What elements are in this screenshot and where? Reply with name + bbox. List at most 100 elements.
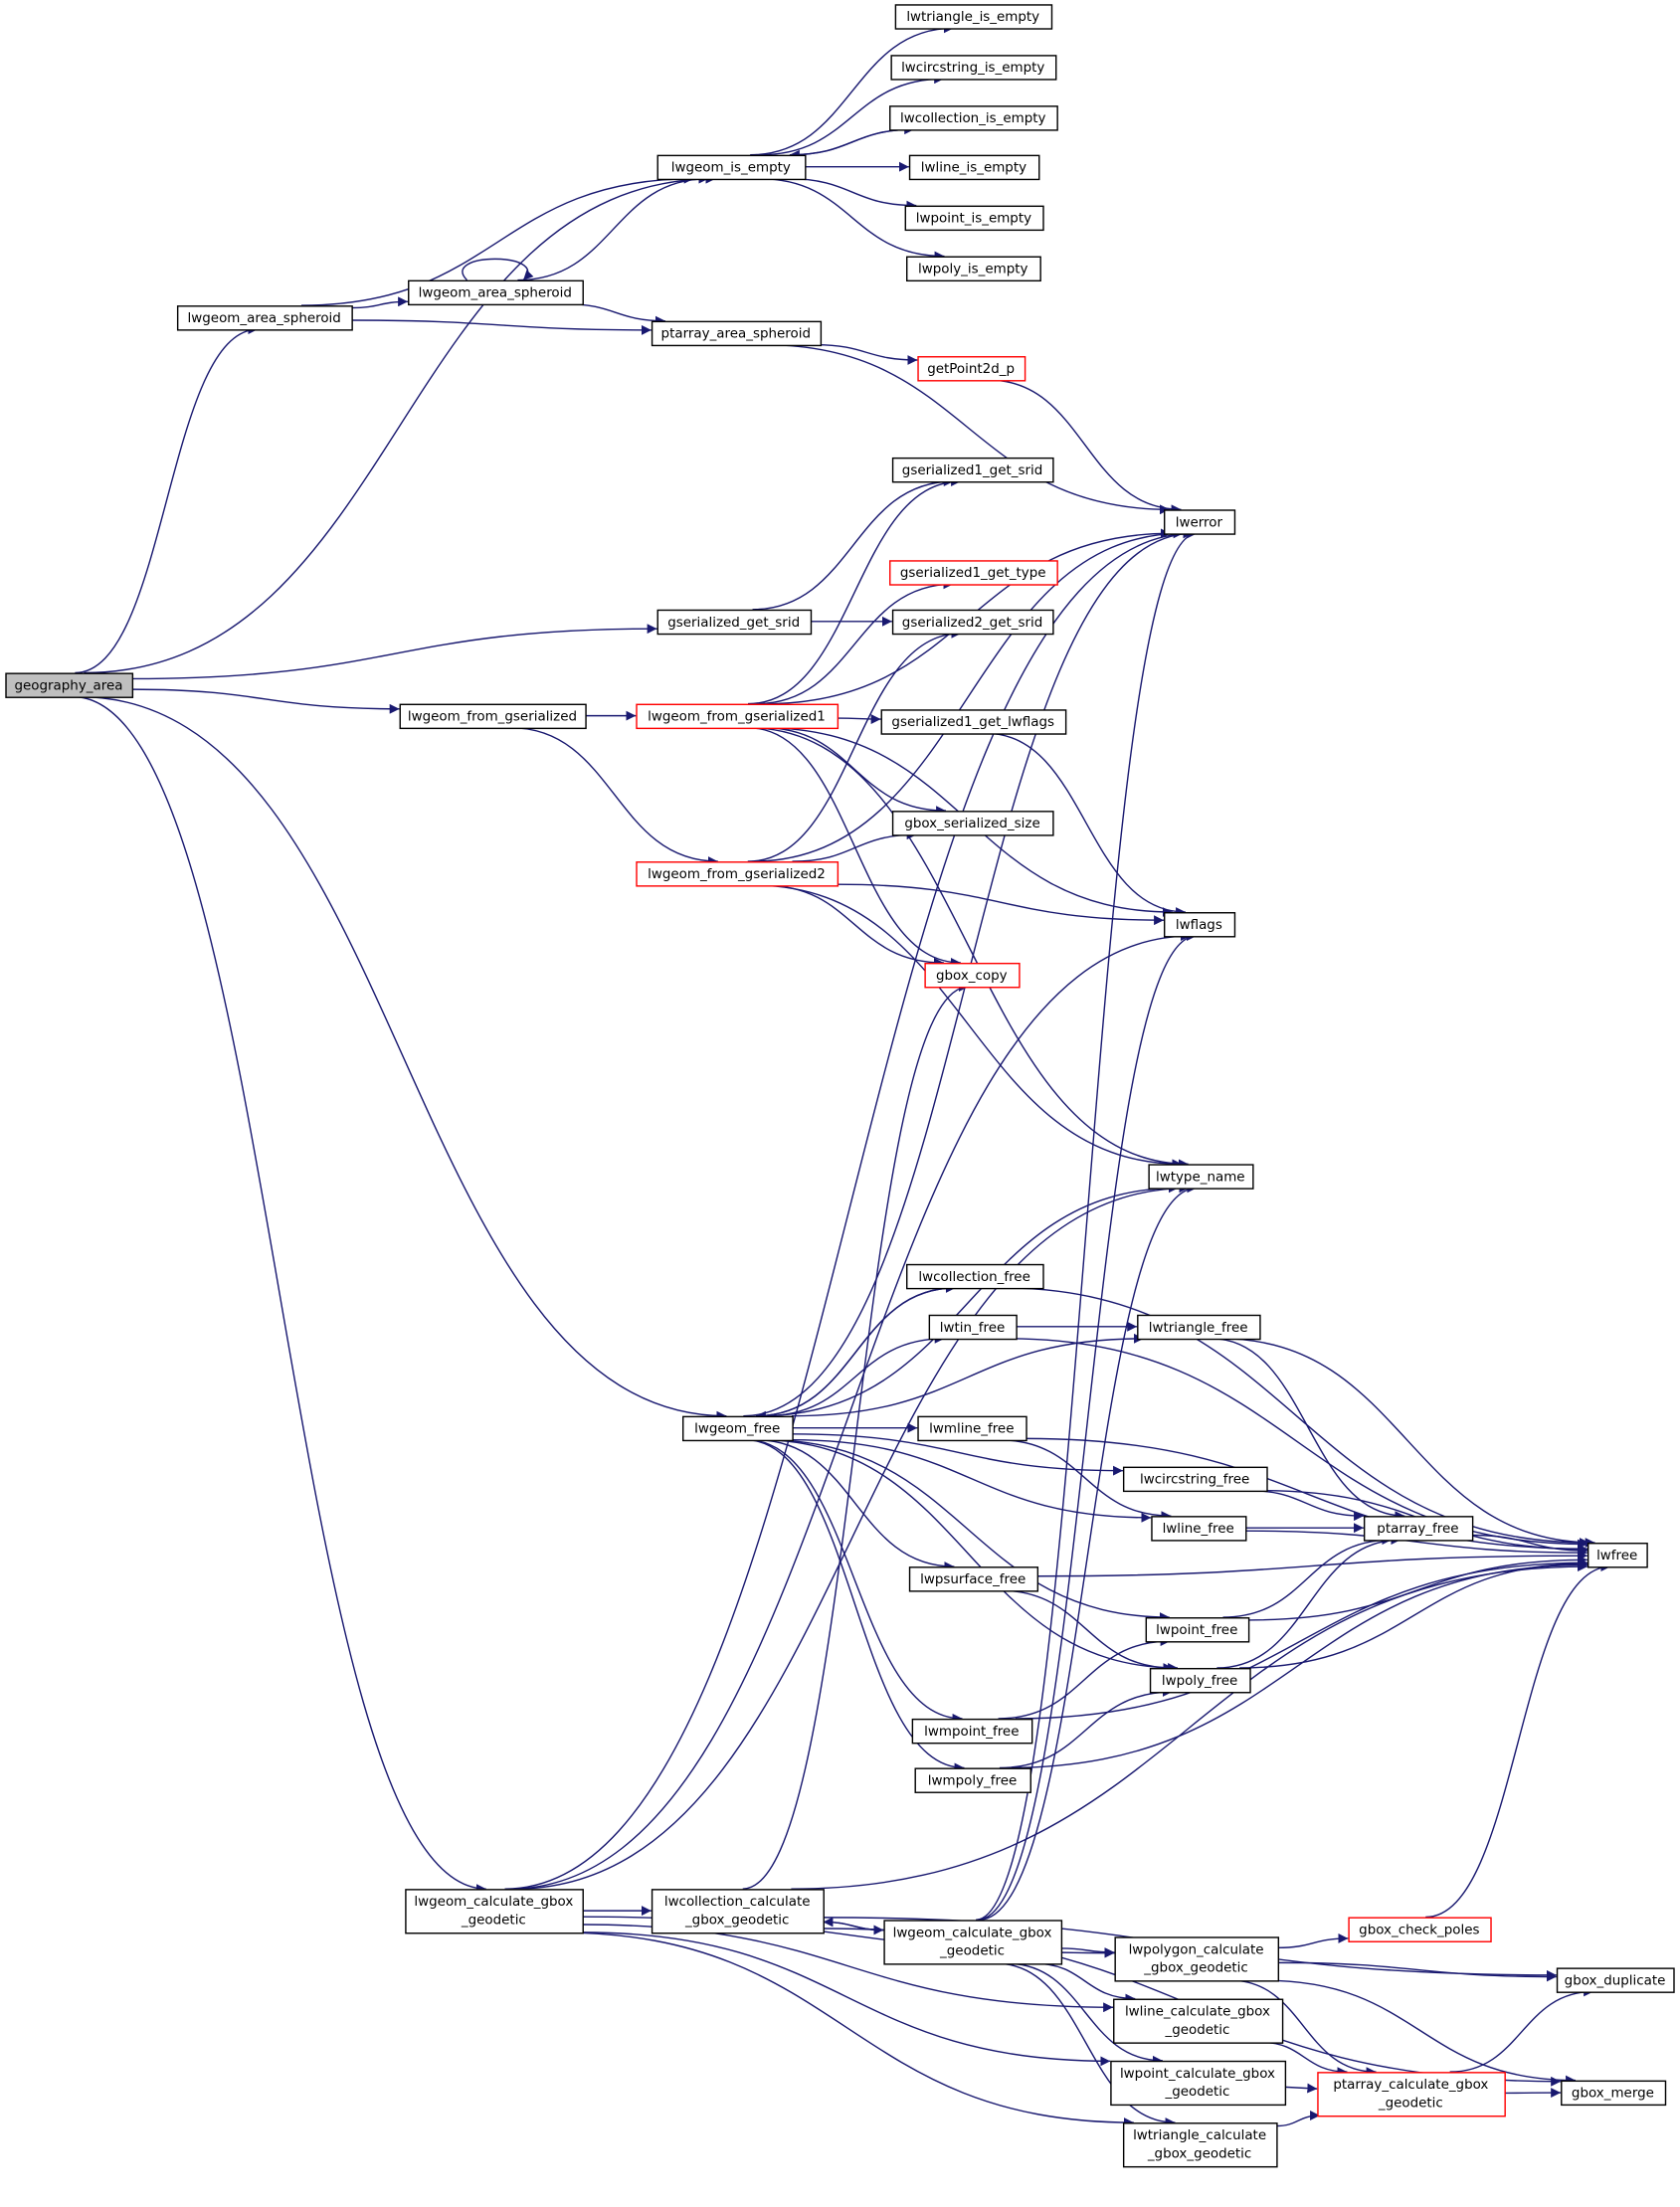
node-box [1145, 1617, 1250, 1643]
node-gbox-copy[interactable]: gbox_copy [924, 962, 1021, 989]
node-label: ptarray_calculate_gbox [1333, 2078, 1488, 2093]
node-lwline-free[interactable]: lwline_free [1151, 1516, 1247, 1542]
node-box [1110, 2060, 1287, 2107]
node-gbox-serialized-size[interactable]: gbox_serialized_size [891, 811, 1054, 836]
node-lwcircstring-free[interactable]: lwcircstring_free [1122, 1466, 1268, 1493]
edge-ptarray-free-to-lwfree [1471, 1534, 1587, 1557]
node-lwcollection-is-empty[interactable]: lwcollection_is_empty [889, 105, 1058, 131]
node-lwgeom-area-spheroid-b[interactable]: lwgeom_area_spheroid [408, 279, 584, 306]
node-ptarray-area-spheroid[interactable]: ptarray_area_spheroid [651, 320, 823, 347]
node-box [894, 4, 1053, 30]
node-lwmline-free[interactable]: lwmline_free [917, 1415, 1027, 1442]
node-lwtriangle-calculate-gbox-geodetic[interactable]: lwtriangle_calculate _gbox_geodetic [1122, 2122, 1278, 2168]
node-lwcollection-free[interactable]: lwcollection_free [906, 1263, 1044, 1290]
node-lwgeom-from-gserialized[interactable]: lwgeom_from_gserialized [399, 703, 587, 730]
node-box [1163, 912, 1236, 938]
node-gbox-check-poles[interactable]: gbox_check_poles [1348, 1917, 1492, 1942]
node-lwpsurface-free[interactable]: lwpsurface_free [908, 1566, 1039, 1592]
node-label: lwfree [1596, 1549, 1637, 1563]
edge-lwgeom-from-gserialized2-to-lwtype-name [754, 884, 1183, 1170]
edge-lwpoly-free-to-lwfree [1239, 1559, 1587, 1669]
edge-lwmpoint-free-to-lwpoint-free [998, 1636, 1171, 1720]
node-lwgeom-calculate-gbox-geodetic-a[interactable]: lwgeom_calculate_gbox _geodetic [405, 1889, 584, 1934]
node-lwmpoly-free[interactable]: lwmpoly_free [914, 1767, 1031, 1793]
node-ptarray-calculate-gbox-geodetic[interactable]: ptarray_calculate_gbox _geodetic [1317, 2072, 1506, 2117]
node-lwtriangle-is-empty[interactable]: lwtriangle_is_empty [894, 4, 1053, 30]
node-box [636, 703, 840, 730]
node-gbox-duplicate[interactable]: gbox_duplicate [1556, 1967, 1675, 1993]
node-ptarray-free[interactable]: ptarray_free [1363, 1516, 1474, 1542]
node-gserialized2-get-srid[interactable]: gserialized2_get_srid [891, 609, 1054, 636]
edges [73, 23, 1611, 2128]
node-gserialized1-get-srid[interactable]: gserialized1_get_srid [891, 457, 1054, 483]
node-label: lwline_free [1163, 1522, 1234, 1537]
node-lwcircstring-is-empty[interactable]: lwcircstring_is_empty [890, 55, 1057, 81]
edge-lwgeom-free-to-lwtype-name [759, 1183, 1179, 1417]
node-box [908, 154, 1040, 181]
node-lwgeom-from-gserialized2[interactable]: lwgeom_from_gserialized2 [636, 861, 840, 887]
node-getPoint2d-p[interactable]: getPoint2d_p [917, 356, 1027, 382]
node-lwtype-name[interactable]: lwtype_name [1148, 1164, 1254, 1190]
node-lwgeom-calculate-gbox-geodetic-b[interactable]: lwgeom_calculate_gbox _geodetic [883, 1920, 1063, 1965]
node-lwerror[interactable]: lwerror [1163, 509, 1236, 535]
edge-lwcollection-calculate-gbox-geodetic-to-gbox-copy [742, 982, 969, 1890]
node-lwgeom-area-spheroid-a[interactable]: lwgeom_area_spheroid [176, 305, 353, 331]
node-box [891, 811, 1054, 836]
node-lwpoint-free[interactable]: lwpoint_free [1145, 1617, 1250, 1643]
node-lwpoly-is-empty[interactable]: lwpoly_is_empty [906, 256, 1041, 282]
node-label: _gbox_geodetic [1147, 2146, 1251, 2161]
node-box [1348, 1917, 1492, 1942]
node-label: _geodetic [1378, 2097, 1443, 2112]
node-box [656, 154, 807, 181]
node-label: lwcollection_calculate [664, 1895, 811, 1910]
node-lwgeom-is-empty[interactable]: lwgeom_is_empty [656, 154, 807, 181]
node-label: lwmpoint_free [924, 1725, 1019, 1740]
node-lwfree[interactable]: lwfree [1587, 1543, 1648, 1568]
edge-lwgeom-free-to-lwpsurface-free [756, 1439, 955, 1572]
node-label: lwpsurface_free [920, 1572, 1026, 1587]
edge-lwpolygon-calculate-gbox-geodetic-to-ptarray-calculate-gbox-geodetic [1230, 1979, 1377, 2078]
node-label: lwtriangle_calculate [1133, 2128, 1266, 2143]
node-lwpoint-is-empty[interactable]: lwpoint_is_empty [904, 205, 1044, 232]
node-label: lwgeom_from_gserialized1 [648, 710, 826, 725]
node-box [1137, 1314, 1261, 1341]
edge-lwgeom-calculate-gbox-geodetic-a-to-lwpoint-calculate-gbox-geodetic [582, 1931, 1111, 2067]
edge-lwcollection-is-empty-to-lwgeom-is-empty [789, 128, 915, 160]
node-label: lwgeom_calculate_gbox [414, 1895, 573, 1910]
node-lwline-calculate-gbox-geodetic[interactable]: lwline_calculate_gbox _geodetic [1113, 1998, 1284, 2044]
node-label: lwgeom_calculate_gbox [893, 1926, 1052, 1940]
edge-lwpsurface-free-to-lwpoly-free [1000, 1589, 1174, 1673]
node-label: lwmline_free [929, 1422, 1014, 1437]
node-box [636, 861, 840, 887]
node-label: lwcollection_is_empty [900, 111, 1046, 126]
node-lwflags[interactable]: lwflags [1163, 912, 1236, 938]
edge-lwgeom-from-gserialized1-to-lwtype-name [748, 726, 1189, 1170]
node-lwcollection-calculate-gbox-geodetic[interactable]: lwcollection_calculate _gbox_geodetic [651, 1889, 825, 1934]
node-lwgeom-free[interactable]: lwgeom_free [682, 1415, 794, 1442]
node-gserialized1-get-lwflags[interactable]: gserialized1_get_lwflags [880, 709, 1067, 735]
edge-lwgeom-free-to-lwline-free [792, 1438, 1152, 1523]
node-box [399, 703, 587, 730]
node-box [5, 672, 134, 698]
node-lwpoly-free[interactable]: lwpoly_free [1149, 1667, 1251, 1694]
edge-geography-area-to-lwgeom-area-spheroid-a [75, 324, 259, 674]
node-lwmpoint-free[interactable]: lwmpoint_free [911, 1718, 1033, 1745]
node-gbox-merge[interactable]: gbox_merge [1561, 2080, 1667, 2107]
node-label: _geodetic [939, 1944, 1005, 1959]
edge-lwcollection-calculate-gbox-geodetic-to-lwfree [791, 1562, 1587, 1890]
node-box [908, 1566, 1039, 1592]
node-lwtriangle-free[interactable]: lwtriangle_free [1137, 1314, 1261, 1341]
node-lwpolygon-calculate-gbox-geodetic[interactable]: lwpolygon_calculate _gbox_geodetic [1114, 1936, 1280, 1982]
node-label: _gbox_geodetic [684, 1914, 789, 1929]
node-lwtin-free[interactable]: lwtin_free [928, 1314, 1018, 1341]
node-lwgeom-from-gserialized1[interactable]: lwgeom_from_gserialized1 [636, 703, 840, 730]
edge-lwgeom-from-gserialized1-to-gserialized1-get-type [756, 579, 954, 705]
node-gserialized-get-srid[interactable]: gserialized_get_srid [656, 609, 813, 636]
node-gserialized1-get-type[interactable]: gserialized1_get_type [889, 560, 1058, 586]
node-label: lwpolygon_calculate [1129, 1942, 1264, 1957]
node-geography-area[interactable]: geography_area [5, 672, 134, 698]
node-box [917, 356, 1027, 382]
edge-lwgeom-from-gserialized1-to-gbox-copy [747, 726, 961, 968]
node-lwline-is-empty[interactable]: lwline_is_empty [908, 154, 1040, 181]
node-lwpoint-calculate-gbox-geodetic[interactable]: lwpoint_calculate_gbox _geodetic [1110, 2060, 1287, 2107]
